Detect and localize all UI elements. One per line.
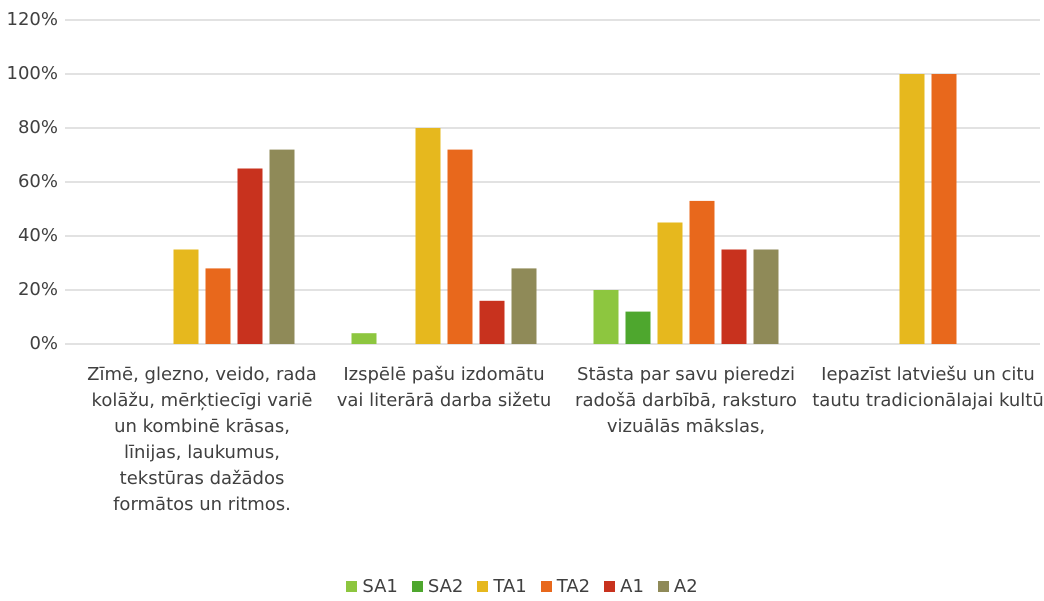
legend-item: SA2 [411, 576, 464, 597]
y-tick-label: 80% [18, 117, 58, 138]
legend-swatch [346, 581, 358, 592]
y-tick-label: 120% [7, 9, 58, 30]
legend-label: A1 [620, 576, 644, 597]
y-tick-label: 60% [18, 171, 58, 192]
bar [511, 268, 537, 344]
legend-swatch [657, 581, 669, 592]
legend-swatch [540, 581, 552, 592]
bar [237, 168, 263, 344]
legend-swatch [477, 581, 489, 592]
legend-item: A2 [657, 576, 698, 597]
bar [415, 128, 441, 344]
legend-swatch [411, 581, 423, 592]
legend-swatch [604, 581, 616, 592]
y-tick-label: 0% [29, 333, 58, 354]
bar [721, 249, 747, 344]
x-tick-label: Iepazīst latviešu un citu tautu tradicio… [812, 364, 1044, 411]
y-tick-label: 100% [7, 63, 58, 84]
bar [351, 333, 377, 344]
bar [173, 249, 199, 344]
bar [753, 249, 779, 344]
bar [593, 290, 619, 344]
legend-label: TA2 [556, 576, 591, 597]
legend-label: A2 [673, 576, 698, 597]
x-tick-label: Zīmē, glezno, veido, rada kolāžu, mērķti… [87, 364, 317, 515]
legend-label: SA1 [362, 576, 398, 597]
bar [625, 311, 651, 344]
legend-item: TA1 [477, 576, 527, 597]
bar [479, 300, 505, 344]
bar [899, 74, 925, 344]
legend-item: TA2 [540, 576, 591, 597]
y-tick-label: 40% [18, 225, 58, 246]
bar [447, 149, 473, 344]
x-tick-label: Izspēlē pašu izdomātu vai literārā darba… [336, 364, 552, 411]
bar [931, 74, 957, 344]
x-tick-label: Stāsta par savu pieredzi radošā darbībā,… [575, 364, 797, 437]
legend-item: A1 [604, 576, 644, 597]
legend-label: TA1 [493, 576, 527, 597]
legend-item: SA1 [346, 576, 398, 597]
y-tick-label: 20% [18, 279, 58, 300]
bar [269, 149, 295, 344]
legend-label: SA2 [427, 576, 464, 597]
bar [657, 222, 683, 344]
legend: SA1 SA2 TA1 TA2 A1 A2 [0, 576, 1044, 597]
bar [205, 268, 231, 344]
bar [689, 200, 715, 344]
